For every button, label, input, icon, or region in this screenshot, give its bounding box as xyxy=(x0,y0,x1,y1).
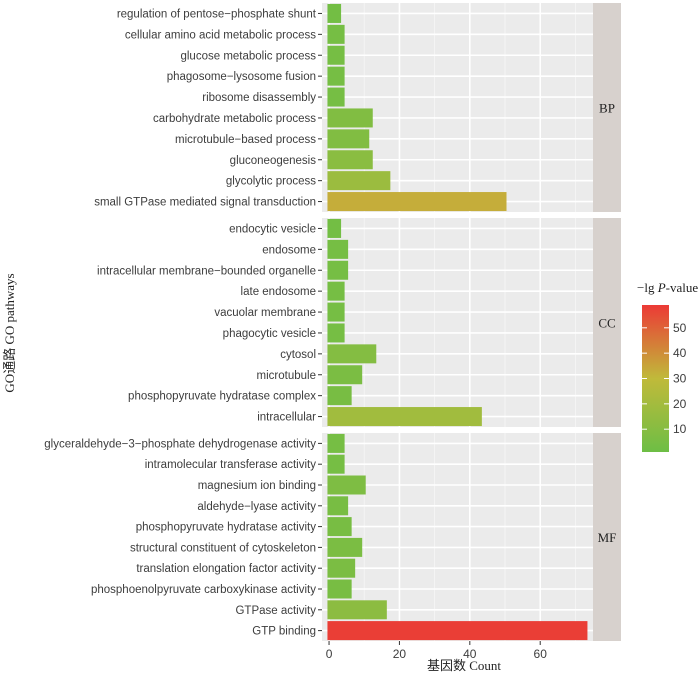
category-label: aldehyde−lyase activity xyxy=(197,501,316,513)
panel-bp: regulation of pentose−phosphate shunt cel… xyxy=(94,3,621,212)
bar xyxy=(327,260,349,280)
legend-tick-label: 10 xyxy=(673,422,687,436)
bar xyxy=(327,129,370,149)
category-label: endocytic vesicle xyxy=(229,223,316,235)
category-label: glucose metabolic process xyxy=(180,50,316,62)
bar xyxy=(327,537,363,557)
x-tick-label: 0 xyxy=(326,647,333,661)
bar xyxy=(327,496,349,516)
category-label: late endosome xyxy=(241,286,316,298)
category-label: structural constituent of cytoskeleton xyxy=(130,542,316,554)
bar xyxy=(327,323,345,343)
legend-tick-label: 30 xyxy=(673,372,687,386)
panel-cc: endocytic vesicle endosome intracellular m… xyxy=(97,218,621,427)
facet-panels: regulation of pentose−phosphate shunt cel… xyxy=(44,3,621,641)
category-label: phosphoenolpyruvate carboxykinase activi… xyxy=(91,584,316,596)
category-label: intramolecular transferase activity xyxy=(145,459,317,471)
panel-background xyxy=(322,218,593,427)
category-label: magnesium ion binding xyxy=(198,480,316,492)
bar xyxy=(327,24,345,44)
bar xyxy=(327,45,345,65)
y-axis-title: GO通路 GO pathways xyxy=(2,273,17,392)
category-label: GTP binding xyxy=(252,626,316,638)
bar xyxy=(327,3,342,23)
category-label: phosphopyruvate hydratase complex xyxy=(128,391,316,403)
bar xyxy=(327,475,366,495)
bar xyxy=(327,281,345,301)
category-label: GTPase activity xyxy=(235,605,316,617)
panel-mf: glyceraldehyde−3−phosphate dehydrogenase… xyxy=(44,433,621,641)
category-label: phagocytic vesicle xyxy=(223,328,316,340)
legend-tick-label: 20 xyxy=(673,397,687,411)
bar xyxy=(327,365,363,385)
bar xyxy=(327,386,352,406)
bar xyxy=(327,600,387,620)
facet-label: BP xyxy=(599,101,615,116)
bar xyxy=(327,171,391,191)
bar xyxy=(327,108,373,128)
x-tick-label: 20 xyxy=(393,647,407,661)
x-tick-label: 40 xyxy=(463,647,477,661)
x-tick-label: 60 xyxy=(534,647,548,661)
bar xyxy=(327,218,342,238)
category-label: cytosol xyxy=(280,349,316,361)
bar xyxy=(327,579,352,599)
category-label: intracellular xyxy=(257,412,316,424)
color-legend: −lg P-value 10 20 30 40 50 xyxy=(637,280,698,452)
bar xyxy=(327,192,507,212)
category-label: glycolytic process xyxy=(226,176,316,188)
category-label: ribosome disassembly xyxy=(202,92,316,104)
category-label: glyceraldehyde−3−phosphate dehydrogenase… xyxy=(44,438,316,450)
legend-tick-label: 50 xyxy=(673,321,687,335)
category-label: phosphopyruvate hydratase activity xyxy=(136,522,317,534)
bar xyxy=(327,87,345,107)
facet-strip xyxy=(593,3,621,212)
bar xyxy=(327,239,349,259)
bar xyxy=(327,517,352,537)
category-label: phagosome−lysosome fusion xyxy=(167,71,316,83)
category-label: carbohydrate metabolic process xyxy=(153,113,316,125)
facet-label: MF xyxy=(598,530,617,545)
bar xyxy=(327,344,377,364)
category-label: gluconeogenesis xyxy=(230,155,317,167)
category-label: vacuolar membrane xyxy=(214,307,316,319)
category-label: endosome xyxy=(262,244,316,256)
x-axis: 0 20 40 60 xyxy=(326,641,548,661)
facet-strip xyxy=(593,218,621,427)
bar xyxy=(327,454,345,474)
bar xyxy=(327,302,345,322)
bar xyxy=(327,433,345,453)
category-label: microtubule−based process xyxy=(175,134,316,146)
bar xyxy=(327,66,345,86)
x-axis-title: 基因数 Count xyxy=(427,658,501,673)
category-label: small GTPase mediated signal transductio… xyxy=(94,197,316,209)
bar xyxy=(327,407,482,427)
facet-label: CC xyxy=(598,316,615,331)
bar xyxy=(327,150,373,170)
category-label: intracellular membrane−bounded organelle xyxy=(97,265,316,277)
legend-tick-label: 40 xyxy=(673,346,687,360)
category-label: microtubule xyxy=(257,370,316,382)
category-label: regulation of pentose−phosphate shunt xyxy=(117,8,317,20)
legend-title: −lg P-value xyxy=(637,280,698,295)
bar xyxy=(327,621,588,641)
facet-strip xyxy=(593,433,621,641)
category-label: cellular amino acid metabolic process xyxy=(125,29,316,41)
category-label: translation elongation factor activity xyxy=(136,563,316,575)
bar xyxy=(327,558,356,578)
